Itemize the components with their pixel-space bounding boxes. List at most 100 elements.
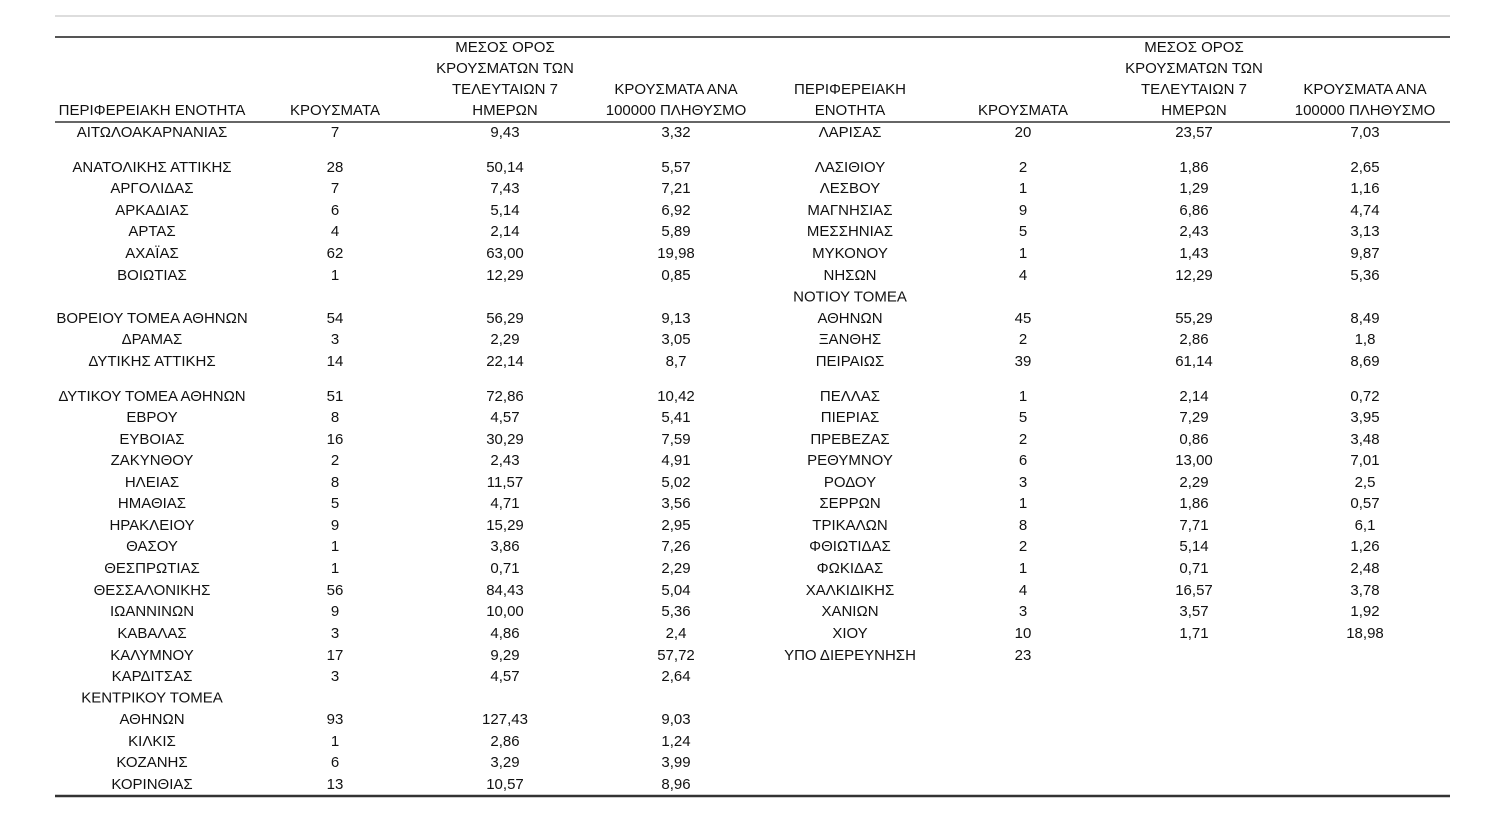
cases: 9 bbox=[1019, 202, 1027, 219]
region: ΑΝΑΤΟΛΙΚΗΣ ΑΤΤΙΚΗΣ bbox=[72, 159, 231, 176]
column-header: ΚΡΟΥΣΜΑΤΑ bbox=[290, 102, 380, 119]
cases: 5 bbox=[1019, 409, 1027, 426]
cases: 7 bbox=[331, 180, 339, 197]
region: ΑΘΗΝΩΝ bbox=[119, 711, 184, 728]
region: ΧΑΝΙΩΝ bbox=[821, 603, 878, 620]
region: ΚΑΛΥΜΝΟΥ bbox=[110, 647, 193, 664]
seven-day-average: 7,43 bbox=[490, 180, 519, 197]
region: ΧΙΟΥ bbox=[832, 625, 867, 642]
seven-day-average: 50,14 bbox=[486, 159, 524, 176]
cases: 1 bbox=[1019, 495, 1027, 512]
region: ΔΡΑΜΑΣ bbox=[122, 331, 183, 348]
seven-day-average: 7,29 bbox=[1179, 409, 1208, 426]
seven-day-average: 4,57 bbox=[490, 668, 519, 685]
column-header: 100000 ΠΛΗΘΥΣΜΟ bbox=[1295, 102, 1436, 119]
cases: 1 bbox=[1019, 388, 1027, 405]
cases: 3 bbox=[331, 331, 339, 348]
cases-per-100k: 7,01 bbox=[1350, 452, 1379, 469]
seven-day-average: 11,57 bbox=[487, 474, 523, 491]
cases-per-100k: 3,56 bbox=[661, 495, 690, 512]
seven-day-average: 15,29 bbox=[486, 517, 524, 534]
region: ΗΡΑΚΛΕΙΟΥ bbox=[109, 517, 194, 534]
region: ΥΠΟ ΔΙΕΡΕΥΝΗΣΗ bbox=[784, 647, 916, 664]
region: ΔΥΤΙΚΟΥ ΤΟΜΕΑ ΑΘΗΝΩΝ bbox=[58, 388, 245, 405]
region: ΝΟΤΙΟΥ ΤΟΜΕΑ bbox=[793, 288, 907, 305]
seven-day-average: 4,86 bbox=[490, 625, 519, 642]
cases: 9 bbox=[331, 517, 339, 534]
seven-day-average: 72,86 bbox=[486, 388, 524, 405]
column-header: ΚΡΟΥΣΜΑΤΩΝ ΤΩΝ bbox=[436, 60, 574, 77]
cases-per-100k: 1,26 bbox=[1350, 538, 1379, 555]
region: ΒΟΡΕΙΟΥ ΤΟΜΕΑ ΑΘΗΝΩΝ bbox=[56, 310, 247, 327]
region: ΖΑΚΥΝΘΟΥ bbox=[111, 452, 194, 469]
cases-per-100k: 0,72 bbox=[1350, 388, 1379, 405]
cases-per-100k: 5,41 bbox=[661, 409, 690, 426]
region: ΘΕΣΣΑΛΟΝΙΚΗΣ bbox=[94, 582, 211, 599]
region: ΑΧΑΪΑΣ bbox=[125, 245, 178, 262]
cases: 6 bbox=[1019, 452, 1027, 469]
region: ΑΡΓΟΛΙΔΑΣ bbox=[110, 180, 193, 197]
cases: 1 bbox=[1019, 245, 1027, 262]
cases: 2 bbox=[1019, 159, 1027, 176]
region: ΠΕΙΡΑΙΩΣ bbox=[816, 353, 885, 370]
cases-per-100k: 9,87 bbox=[1350, 245, 1379, 262]
seven-day-average: 7,71 bbox=[1179, 517, 1208, 534]
cases-per-100k: 1,16 bbox=[1350, 180, 1379, 197]
seven-day-average: 2,14 bbox=[490, 223, 519, 240]
seven-day-average: 1,86 bbox=[1179, 495, 1208, 512]
column-header: ΠΕΡΙΦΕΡΕΙΑΚΗ ΕΝΟΤΗΤΑ bbox=[59, 102, 246, 119]
cases-per-100k: 8,49 bbox=[1350, 310, 1379, 327]
cases: 16 bbox=[327, 431, 344, 448]
cases-per-100k: 2,4 bbox=[666, 625, 687, 642]
seven-day-average: 55,29 bbox=[1175, 310, 1213, 327]
seven-day-average: 30,29 bbox=[486, 431, 524, 448]
cases: 20 bbox=[1015, 124, 1032, 141]
seven-day-average: 9,43 bbox=[490, 124, 519, 141]
region: ΦΘΙΩΤΙΔΑΣ bbox=[809, 538, 891, 555]
cases-per-100k: 3,48 bbox=[1350, 431, 1379, 448]
cases: 56 bbox=[327, 582, 344, 599]
cases: 8 bbox=[1019, 517, 1027, 534]
cases-per-100k: 0,57 bbox=[1350, 495, 1379, 512]
cases: 4 bbox=[1019, 267, 1027, 284]
region: ΘΕΣΠΡΩΤΙΑΣ bbox=[104, 560, 200, 577]
region: ΕΒΡΟΥ bbox=[126, 409, 177, 426]
region: ΦΩΚΙΔΑΣ bbox=[817, 560, 884, 577]
region: ΠΡΕΒΕΖΑΣ bbox=[810, 431, 889, 448]
cases-per-100k: 2,29 bbox=[661, 560, 690, 577]
cases-per-100k: 5,36 bbox=[1350, 267, 1379, 284]
region: ΜΑΓΝΗΣΙΑΣ bbox=[807, 202, 892, 219]
column-header: ΗΜΕΡΩΝ bbox=[1161, 102, 1226, 119]
cases-per-100k: 2,64 bbox=[661, 668, 690, 685]
region: ΑΘΗΝΩΝ bbox=[817, 310, 882, 327]
region: ΡΟΔΟΥ bbox=[824, 474, 876, 491]
seven-day-average: 12,29 bbox=[486, 267, 524, 284]
cases: 1 bbox=[331, 733, 339, 750]
cases: 6 bbox=[331, 202, 339, 219]
region: ΛΑΣΙΘΙΟΥ bbox=[815, 159, 886, 176]
cases: 2 bbox=[1019, 538, 1027, 555]
cases-per-100k: 8,7 bbox=[666, 353, 687, 370]
column-header: ΗΜΕΡΩΝ bbox=[472, 102, 537, 119]
cases-per-100k: 3,99 bbox=[661, 754, 690, 771]
cases: 1 bbox=[1019, 560, 1027, 577]
cases: 28 bbox=[327, 159, 344, 176]
seven-day-average: 2,86 bbox=[490, 733, 519, 750]
column-header: ΚΡΟΥΣΜΑΤΑ ΑΝΑ bbox=[614, 81, 737, 98]
seven-day-average: 10,00 bbox=[486, 603, 524, 620]
region: ΑΙΤΩΛΟΑΚΑΡΝΑΝΙΑΣ bbox=[77, 124, 228, 141]
cases-per-100k: 8,96 bbox=[661, 776, 690, 793]
cases: 62 bbox=[327, 245, 344, 262]
cases-per-100k: 4,91 bbox=[661, 452, 690, 469]
column-header: ΕΝΟΤΗΤΑ bbox=[815, 102, 886, 119]
cases: 45 bbox=[1015, 310, 1032, 327]
region: ΚΕΝΤΡΙΚΟΥ ΤΟΜΕΑ bbox=[81, 689, 223, 706]
cases-per-100k: 3,13 bbox=[1350, 223, 1379, 240]
region: ΕΥΒΟΙΑΣ bbox=[119, 431, 184, 448]
cases: 3 bbox=[1019, 474, 1027, 491]
cases-per-100k: 7,03 bbox=[1350, 124, 1379, 141]
seven-day-average: 3,86 bbox=[490, 538, 519, 555]
column-header: 100000 ΠΛΗΘΥΣΜΟ bbox=[606, 102, 747, 119]
